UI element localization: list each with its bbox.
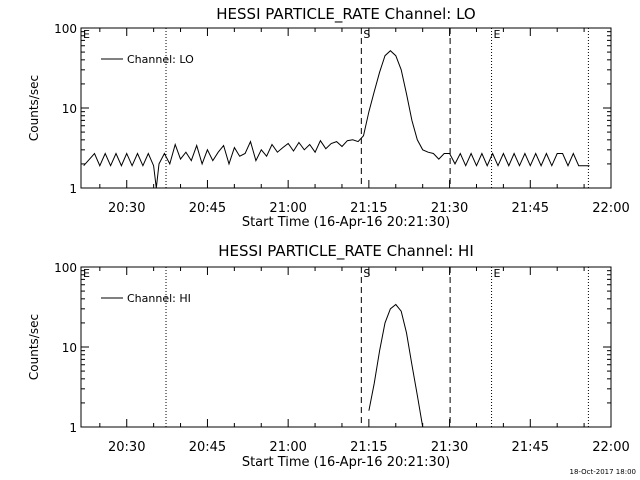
plot-frame [80, 266, 612, 428]
y-tick-label: 10 [62, 341, 77, 355]
x-tick-label: 20:30 [108, 440, 145, 455]
legend-label: Channel: HI [127, 292, 191, 305]
series-line-lo [83, 50, 590, 188]
x-tick-label: 21:15 [350, 201, 387, 216]
series-line-hi [368, 303, 424, 427]
y-axis-label: Counts/sec [27, 75, 41, 141]
marker-label-s: S [363, 28, 370, 41]
chart-panel-lo: HESSI PARTICLE_RATE Channel: LO Counts/se… [27, 5, 630, 230]
y-tick-label: 100 [54, 261, 77, 275]
x-axis-label: Start Time (16-Apr-16 20:21:30) [242, 215, 450, 230]
y-axis-label: Counts/sec [27, 314, 41, 380]
x-tick-label: 21:00 [269, 440, 306, 455]
chart-title: HESSI PARTICLE_RATE Channel: LO [216, 5, 475, 24]
x-tick-label: 21:15 [350, 440, 387, 455]
marker-label-e: E [494, 28, 501, 41]
y-tick-label: 10 [62, 102, 77, 116]
x-tick-label: 21:45 [512, 440, 549, 455]
x-tick-label: 20:45 [189, 201, 226, 216]
chart-panel-hi: HESSI PARTICLE_RATE Channel: HI Counts/se… [27, 242, 630, 470]
x-tick-label: 21:30 [431, 201, 468, 216]
x-tick-label: 21:00 [269, 201, 306, 216]
y-tick-label: 1 [69, 421, 77, 435]
chart-title: HESSI PARTICLE_RATE Channel: HI [218, 242, 474, 261]
x-tick-label: 20:30 [108, 201, 145, 216]
y-tick-label: 100 [54, 22, 77, 36]
marker-label-e: E [83, 28, 90, 41]
y-tick-label: 1 [69, 182, 77, 196]
x-tick-label: 22:00 [592, 440, 629, 455]
footer-timestamp: 18-Oct-2017 18:00 [569, 468, 636, 476]
x-tick-label: 22:00 [592, 201, 629, 216]
marker-label-e: E [494, 267, 501, 280]
legend-label: Channel: LO [127, 53, 194, 66]
marker-label-e: E [83, 267, 90, 280]
x-tick-label: 20:45 [189, 440, 226, 455]
marker-label-s: S [363, 267, 370, 280]
x-axis-label: Start Time (16-Apr-16 20:21:30) [242, 455, 450, 470]
x-tick-label: 21:45 [512, 201, 549, 216]
x-tick-label: 21:30 [431, 440, 468, 455]
